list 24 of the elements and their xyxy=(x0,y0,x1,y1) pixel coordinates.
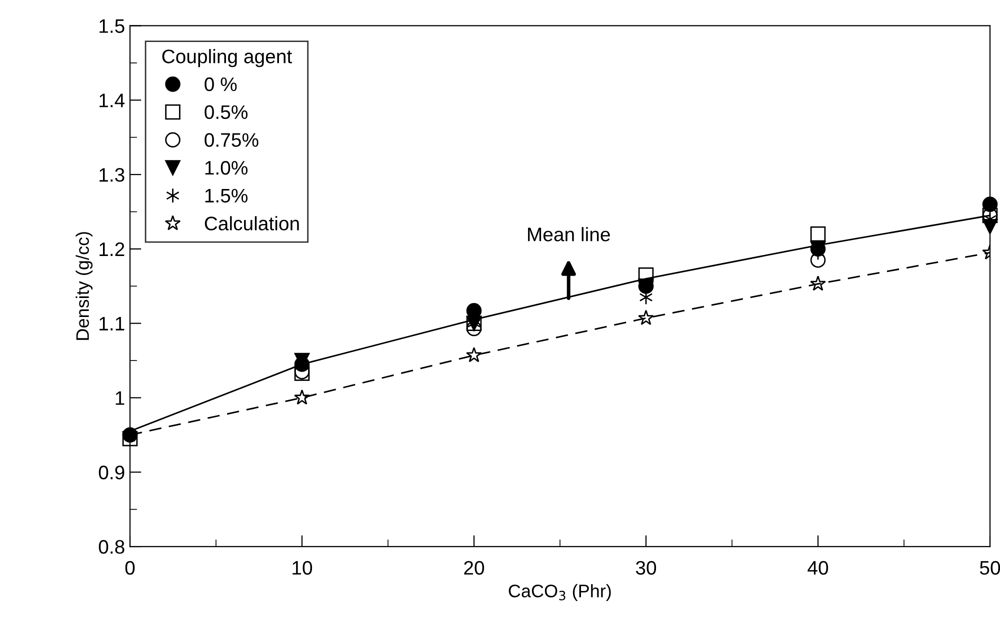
x-tick-label: 40 xyxy=(808,560,828,575)
y-tick-label: 0.8 xyxy=(98,540,124,554)
y-tick-label: 1.3 xyxy=(100,168,124,182)
x-tick-label: 0 xyxy=(125,560,135,575)
legend-label: Calculation xyxy=(204,216,299,230)
x-tick-label: 30 xyxy=(636,560,656,575)
x-tick-label: 20 xyxy=(464,560,484,575)
y-tick-label: 1.1 xyxy=(100,317,124,330)
y-axis-title: Density (g/cc) xyxy=(76,232,93,340)
y-tick-label: 1.4 xyxy=(100,94,125,108)
y-tick-label: 1.5 xyxy=(100,19,124,33)
legend-label: 1.5% xyxy=(205,188,248,203)
x-tick-label: 10 xyxy=(292,560,312,575)
y-tick-label: 0.9 xyxy=(98,466,124,480)
legend-label: 0.75% xyxy=(204,133,258,147)
x-axis-title: CaCO$_{3}$ (Phr) xyxy=(508,584,611,601)
legend-label: 1.0% xyxy=(205,160,248,175)
y-tick-label: 1.2 xyxy=(100,242,124,256)
x-tick-label: 50 xyxy=(980,560,1000,575)
legend-label: 0 % xyxy=(204,77,237,92)
legend-label: 0.5% xyxy=(204,105,248,120)
y-tick-label: 1 xyxy=(116,391,124,405)
legend-title: Coupling agent xyxy=(162,49,292,68)
annotation: Mean line xyxy=(528,227,610,242)
